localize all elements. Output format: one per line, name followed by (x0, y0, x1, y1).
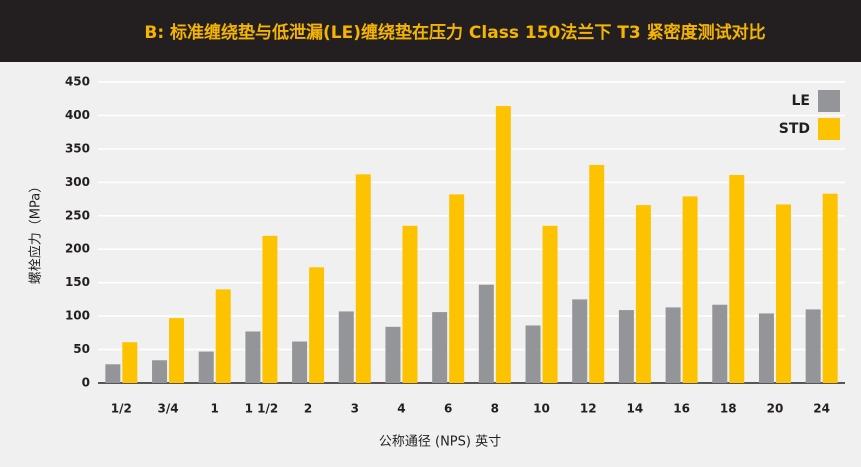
legend-swatch (818, 90, 840, 112)
y-tick-label: 200 (65, 242, 90, 256)
legend-label: STD (779, 121, 810, 137)
bar (309, 267, 325, 383)
x-tick-label: 4 (397, 402, 405, 416)
x-tick-label: 1 (211, 402, 219, 416)
bar (712, 304, 728, 383)
bar (635, 205, 651, 383)
title-bar (0, 0, 861, 62)
bar (682, 196, 698, 383)
bar (542, 225, 558, 383)
bar (775, 204, 791, 383)
bar (355, 174, 371, 383)
bar (152, 360, 168, 383)
bar (122, 342, 138, 383)
x-tick-label: 1/2 (111, 402, 132, 416)
plot-background (0, 62, 861, 467)
bar (572, 299, 588, 383)
bar (805, 309, 821, 383)
bar (478, 284, 494, 383)
x-tick-label: 24 (813, 402, 830, 416)
legend-label: LE (792, 93, 810, 109)
bar (198, 351, 214, 383)
x-tick-label: 6 (444, 402, 452, 416)
y-tick-label: 350 (65, 141, 90, 155)
x-tick-label: 20 (767, 402, 784, 416)
y-tick-label: 150 (65, 275, 90, 289)
bar (432, 312, 448, 383)
bar (402, 225, 418, 383)
bar (449, 194, 465, 383)
x-tick-label: 16 (673, 402, 690, 416)
bar (338, 311, 354, 383)
y-axis-label: 螺栓应力（MPa） (28, 180, 44, 284)
x-tick-label: 10 (533, 402, 550, 416)
bar (385, 326, 401, 383)
bar (758, 313, 774, 383)
x-tick-label: 18 (720, 402, 737, 416)
bar (169, 318, 185, 383)
bar (292, 341, 308, 383)
x-tick-label: 8 (491, 402, 499, 416)
y-tick-label: 450 (65, 75, 90, 89)
y-tick-label: 400 (65, 108, 90, 122)
chart-title: B: 标准缠绕垫与低泄漏(LE)缠绕垫在压力 Class 150法兰下 T3 紧… (144, 22, 765, 43)
bar (105, 364, 121, 383)
x-tick-label: 1 1/2 (245, 402, 279, 416)
x-axis-label: 公称通径 (NPS) 英寸 (379, 435, 501, 450)
x-tick-label: 3 (351, 402, 359, 416)
bar (618, 310, 634, 383)
x-tick-label: 3/4 (157, 402, 178, 416)
bar (525, 325, 541, 383)
legend-swatch (818, 118, 840, 140)
y-tick-label: 250 (65, 208, 90, 222)
x-tick-label: 2 (304, 402, 312, 416)
y-tick-label: 100 (65, 309, 90, 323)
bar (665, 307, 681, 383)
bar (495, 106, 511, 383)
bar (589, 164, 605, 383)
bar (245, 331, 261, 383)
y-tick-label: 300 (65, 175, 90, 189)
bar (262, 235, 278, 383)
bar (215, 289, 231, 383)
bar (822, 193, 838, 383)
y-tick-label: 50 (73, 342, 90, 356)
x-tick-label: 12 (580, 402, 597, 416)
y-tick-label: 0 (82, 376, 90, 390)
x-tick-label: 14 (627, 402, 644, 416)
bar (729, 174, 745, 383)
